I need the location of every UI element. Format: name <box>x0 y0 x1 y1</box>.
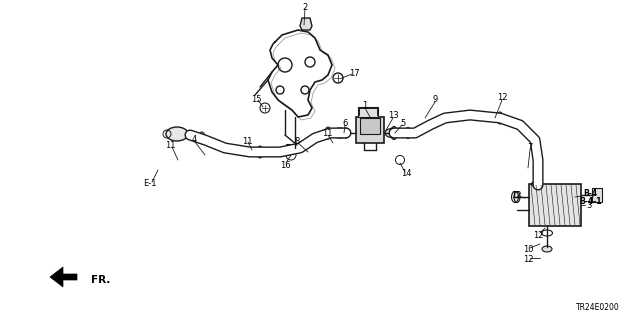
Text: FR.: FR. <box>91 275 110 285</box>
Text: 12: 12 <box>511 191 521 201</box>
Polygon shape <box>300 18 312 30</box>
Bar <box>358 107 378 117</box>
Text: 12: 12 <box>497 93 508 102</box>
Text: 10: 10 <box>523 244 533 254</box>
Text: 8: 8 <box>294 137 300 146</box>
Text: TR24E0200: TR24E0200 <box>576 303 620 313</box>
Text: 4: 4 <box>191 136 196 145</box>
Text: 11: 11 <box>242 137 252 145</box>
Text: 11: 11 <box>322 130 332 138</box>
Text: 13: 13 <box>388 112 398 121</box>
Bar <box>592 188 602 202</box>
Text: 16: 16 <box>280 160 291 169</box>
Ellipse shape <box>331 128 349 138</box>
Text: 3: 3 <box>586 201 592 210</box>
Polygon shape <box>50 267 77 287</box>
Text: 14: 14 <box>401 169 412 179</box>
Ellipse shape <box>385 129 399 137</box>
Text: 17: 17 <box>349 69 359 78</box>
Text: 12: 12 <box>523 255 533 263</box>
Text: 11: 11 <box>164 142 175 151</box>
Bar <box>360 118 380 134</box>
Ellipse shape <box>511 191 518 203</box>
Text: 6: 6 <box>342 118 348 128</box>
Text: B-4-1: B-4-1 <box>579 197 601 205</box>
Ellipse shape <box>166 127 188 141</box>
Text: E-1: E-1 <box>143 180 157 189</box>
Text: 15: 15 <box>251 94 261 103</box>
Text: 7: 7 <box>527 144 532 152</box>
Text: B-4: B-4 <box>583 189 597 197</box>
Bar <box>286 144 296 152</box>
Text: 5: 5 <box>401 120 406 129</box>
Text: 1: 1 <box>362 101 367 110</box>
Text: 2: 2 <box>302 3 308 11</box>
Bar <box>356 117 384 143</box>
Text: 12: 12 <box>532 231 543 240</box>
Ellipse shape <box>542 246 552 252</box>
Text: 9: 9 <box>433 95 438 105</box>
Bar <box>529 184 581 226</box>
